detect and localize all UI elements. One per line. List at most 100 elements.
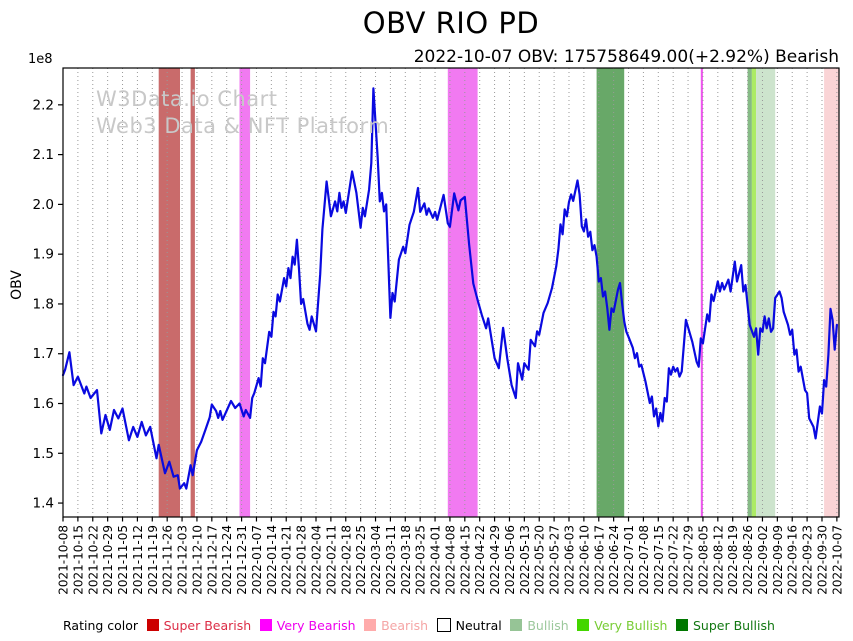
rating-legend: Rating color Super Bearish Very Bearish Be…: [63, 613, 775, 637]
legend-item-label: Very Bearish: [276, 617, 356, 633]
legend-swatch-icon: [577, 619, 590, 631]
legend-swatch-icon: [436, 618, 451, 632]
legend-item-bullish: Bullish: [510, 617, 569, 633]
y-tick-label: 1.8: [33, 296, 54, 312]
x-tick-label: 2022-08-12: [711, 525, 725, 595]
legend-swatch-icon: [364, 619, 377, 631]
x-tick-label: 2022-05-06: [503, 525, 517, 595]
legend-item-label: Super Bullish: [692, 617, 775, 633]
x-tick-label: 2022-07-15: [652, 525, 666, 595]
x-tick-label: 2022-07-08: [637, 525, 651, 595]
chart-subtitle: 2022-10-07 OBV: 175758649.00(+2.92%) Bea…: [413, 47, 839, 67]
rating-band-very-bullish: [751, 68, 757, 517]
x-tick-label: 2021-12-31: [235, 525, 249, 595]
x-tick-label: 2022-08-26: [741, 525, 755, 595]
plot-border: [62, 67, 840, 518]
legend-item-label: Bullish: [527, 617, 569, 633]
x-tick-label: 2021-10-08: [57, 525, 71, 595]
y-tick-label: 2.2: [33, 97, 54, 113]
rating-band-super-bullish: [596, 68, 625, 517]
rating-band-bullish: [747, 68, 752, 517]
legend-item-label: Very Bullish: [594, 617, 668, 633]
x-tick-label: 2022-10-07: [830, 525, 844, 595]
y-tick-label: 1.9: [33, 247, 54, 263]
x-tick-label: 2022-04-01: [429, 525, 443, 595]
x-tick-label: 2022-09-09: [771, 525, 785, 595]
x-tick-label: 2021-10-29: [101, 525, 115, 595]
x-tick-label: 2022-02-18: [339, 525, 353, 595]
rating-band-super-bearish: [158, 68, 180, 517]
x-tick-label: 2022-06-17: [592, 525, 606, 595]
x-tick-label: 2022-06-24: [607, 525, 621, 595]
x-tick-label: 2021-11-19: [146, 525, 160, 595]
rating-band-bearish: [824, 68, 839, 517]
x-tick-label: 2022-09-30: [815, 525, 829, 595]
x-tick-label: 2022-08-05: [696, 525, 710, 595]
x-tick-label: 2022-09-16: [786, 525, 800, 595]
legend-item-super-bullish: Super Bullish: [675, 617, 775, 633]
x-tick-label: 2022-07-22: [667, 525, 681, 595]
x-tick-label: 2022-07-29: [682, 525, 696, 595]
rating-band-very-bearish: [239, 68, 251, 517]
legend-item-super-bearish: Super Bearish: [146, 617, 252, 633]
legend-swatch-icon: [675, 619, 688, 631]
x-tick-label: 2021-11-05: [116, 525, 130, 595]
y-tick-label: 1.5: [33, 446, 54, 462]
y-tick-label: 1.4: [33, 496, 54, 512]
x-tick-label: 2022-02-04: [310, 525, 324, 595]
x-tick-label: 2022-09-02: [756, 525, 770, 595]
legend-item-bearish: Bearish: [364, 618, 428, 633]
x-tick-label: 2022-09-23: [801, 525, 815, 595]
x-tick-label: 2021-11-12: [131, 525, 145, 595]
x-tick-label: 2022-03-04: [369, 525, 383, 595]
x-tick-label: 2022-03-18: [399, 525, 413, 595]
x-tick-label: 2022-03-11: [384, 525, 398, 595]
x-tick-label: 2022-01-21: [280, 525, 294, 595]
x-tick-label: 2022-05-27: [548, 525, 562, 595]
legend-swatch-icon: [259, 619, 272, 631]
legend-item-very-bullish: Very Bullish: [577, 618, 667, 633]
x-tick-label: 2022-06-03: [562, 525, 576, 595]
x-tick-label: 2022-06-10: [577, 525, 591, 595]
page-title: OBV RIO PD: [362, 6, 540, 40]
x-tick-label: 2021-10-22: [86, 525, 100, 595]
x-tick-label: 2022-04-22: [473, 525, 487, 595]
legend-item-label: Bearish: [381, 617, 429, 633]
x-tick-label: 2022-01-07: [250, 525, 264, 595]
legend-swatch-icon: [146, 619, 159, 631]
x-tick-label: 2022-05-20: [533, 525, 547, 595]
legend-swatch-icon: [510, 619, 523, 631]
x-tick-label: 2021-12-24: [220, 525, 234, 595]
x-tick-label: 2022-02-25: [354, 525, 368, 595]
legend-title: Rating color: [63, 617, 139, 633]
obv-line: [61, 87, 839, 490]
x-tick-label: 2021-11-26: [161, 525, 175, 595]
x-tick-label: 2022-03-25: [414, 525, 428, 595]
y-tick-label: 1.7: [33, 346, 54, 362]
rating-band-very-bearish: [700, 68, 703, 517]
legend-item-neutral: Neutral: [436, 618, 502, 633]
rating-band-very-bearish: [447, 68, 478, 517]
x-tick-label: 2021-10-15: [71, 525, 85, 595]
legend-item-label: Super Bearish: [163, 617, 252, 633]
x-tick-label: 2022-01-14: [265, 525, 279, 595]
x-tick-label: 2022-04-08: [443, 525, 457, 595]
y-tick-label: 2.0: [33, 197, 54, 213]
x-tick-label: 2022-08-19: [726, 525, 740, 595]
x-tick-label: 2022-01-28: [295, 525, 309, 595]
rating-band-super-bearish: [190, 68, 195, 517]
rating-band-bullish: [756, 68, 776, 517]
x-tick-label: 2022-02-11: [324, 525, 338, 595]
y-tick-label: 1.6: [33, 396, 54, 412]
x-tick-label: 2022-04-29: [488, 525, 502, 595]
x-tick-label: 2022-04-15: [458, 525, 472, 595]
legend-item-very-bearish: Very Bearish: [259, 617, 356, 633]
x-tick-label: 2022-05-13: [518, 525, 532, 595]
y-axis-offset-label: 1e8: [28, 52, 53, 67]
x-tick-label: 2021-12-03: [176, 525, 190, 595]
y-tick-label: 2.1: [33, 147, 54, 163]
x-tick-label: 2021-12-10: [190, 525, 204, 595]
x-tick-label: 2022-07-01: [622, 525, 636, 595]
